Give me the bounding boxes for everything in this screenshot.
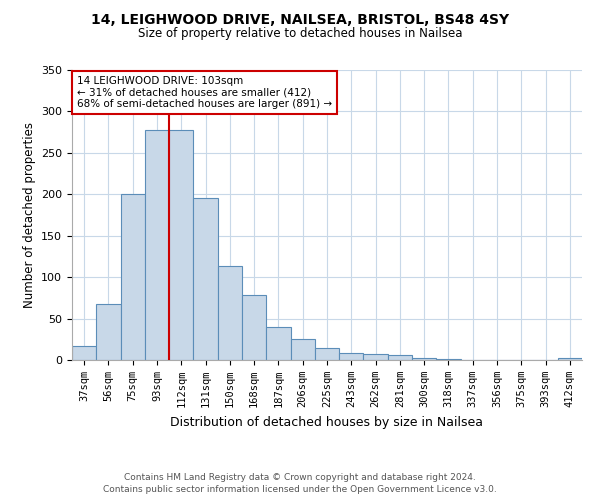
Y-axis label: Number of detached properties: Number of detached properties (23, 122, 35, 308)
Text: 14, LEIGHWOOD DRIVE, NAILSEA, BRISTOL, BS48 4SY: 14, LEIGHWOOD DRIVE, NAILSEA, BRISTOL, B… (91, 12, 509, 26)
Bar (121, 194, 145, 360)
Bar (266, 327, 290, 360)
Bar (96, 304, 121, 360)
Bar (315, 348, 339, 360)
Bar (436, 359, 461, 360)
Text: Size of property relative to detached houses in Nailsea: Size of property relative to detached ho… (138, 28, 462, 40)
Bar (145, 130, 169, 360)
Bar (364, 354, 388, 360)
Bar (72, 346, 96, 360)
Bar (193, 198, 218, 360)
Text: Contains HM Land Registry data © Crown copyright and database right 2024.: Contains HM Land Registry data © Crown c… (124, 472, 476, 482)
Text: Contains public sector information licensed under the Open Government Licence v3: Contains public sector information licen… (103, 485, 497, 494)
Bar (169, 130, 193, 360)
Text: 14 LEIGHWOOD DRIVE: 103sqm
← 31% of detached houses are smaller (412)
68% of sem: 14 LEIGHWOOD DRIVE: 103sqm ← 31% of deta… (77, 76, 332, 109)
Bar (412, 358, 436, 360)
Bar (290, 340, 315, 360)
Bar (339, 352, 364, 360)
Bar (558, 358, 582, 360)
Bar (388, 355, 412, 360)
Bar (242, 296, 266, 360)
Bar (218, 266, 242, 360)
X-axis label: Distribution of detached houses by size in Nailsea: Distribution of detached houses by size … (170, 416, 484, 428)
